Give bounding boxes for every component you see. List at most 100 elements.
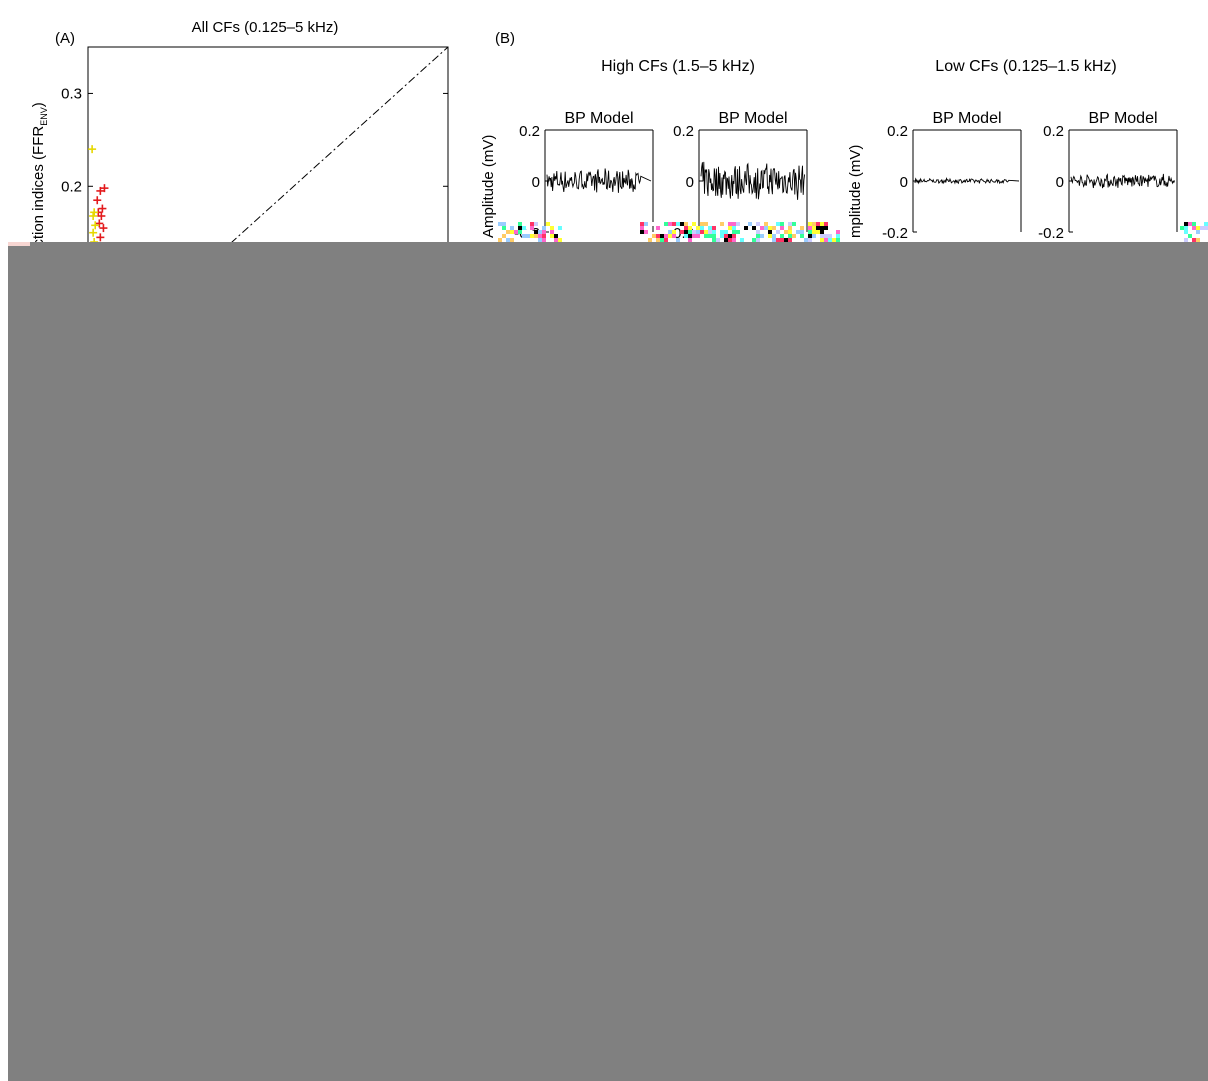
noise-pixel bbox=[538, 230, 542, 234]
noise-pixel bbox=[510, 226, 514, 230]
noise-pixel bbox=[756, 238, 760, 242]
noise-pixel bbox=[542, 226, 546, 230]
waveform-trace bbox=[546, 168, 652, 193]
noise-pixel bbox=[748, 222, 752, 226]
svg-text:iction indices (FFRENV): iction indices (FFRENV) bbox=[30, 102, 49, 250]
subplot-y-tick-label: -0.2 bbox=[882, 225, 908, 242]
noise-pixel bbox=[724, 238, 728, 242]
noise-pixel bbox=[776, 230, 780, 234]
noise-pixel bbox=[820, 234, 824, 238]
noise-pixel bbox=[800, 226, 804, 230]
noise-pixel bbox=[812, 226, 816, 230]
occlusion-tab bbox=[30, 242, 1208, 248]
noise-pixel bbox=[732, 230, 736, 234]
noise-pixel bbox=[788, 226, 792, 230]
noise-pixel bbox=[772, 238, 776, 242]
noise-pixel bbox=[1180, 222, 1184, 226]
noise-pixel bbox=[664, 222, 668, 226]
noise-pixel bbox=[510, 238, 514, 242]
noise-pixel bbox=[704, 230, 708, 234]
noise-pixel bbox=[720, 234, 724, 238]
noise-pixel bbox=[780, 230, 784, 234]
noise-pixel bbox=[768, 230, 772, 234]
noise-pixel bbox=[812, 222, 816, 226]
noise-pixel bbox=[522, 226, 526, 230]
noise-pixel bbox=[692, 222, 696, 226]
noise-pixel bbox=[732, 222, 736, 226]
noise-pixel bbox=[760, 230, 764, 234]
noise-pixel bbox=[502, 226, 506, 230]
noise-pixel bbox=[542, 238, 546, 242]
noise-pixel bbox=[1196, 230, 1200, 234]
noise-pixel bbox=[1204, 238, 1208, 242]
noise-pixel bbox=[506, 238, 510, 242]
noise-pixel bbox=[664, 234, 668, 238]
noise-pixel bbox=[828, 226, 832, 230]
noise-pixel bbox=[732, 234, 736, 238]
noise-pixel bbox=[708, 222, 712, 226]
noise-pixel bbox=[696, 226, 700, 230]
subplot-title: BP Model bbox=[932, 110, 1001, 127]
subplot-y-tick-label: 0 bbox=[686, 174, 694, 191]
noise-pixel bbox=[716, 226, 720, 230]
noise-pixel bbox=[800, 230, 804, 234]
subplot-y-tick-label: -0.2 bbox=[1038, 225, 1064, 242]
waveform-trace bbox=[914, 177, 1020, 185]
noise-pixel bbox=[728, 226, 732, 230]
data-point-plus bbox=[90, 208, 99, 217]
noise-pixel bbox=[704, 234, 708, 238]
noise-pixel bbox=[652, 222, 656, 226]
noise-pixel bbox=[498, 222, 502, 226]
noise-pixel bbox=[542, 230, 546, 234]
noise-pixel bbox=[776, 222, 780, 226]
noise-pixel bbox=[708, 226, 712, 230]
subplot-y-tick-label: 0 bbox=[1056, 174, 1064, 191]
data-point-plus bbox=[91, 221, 100, 230]
waveform-trace bbox=[700, 161, 806, 200]
data-point-plus bbox=[96, 186, 105, 195]
noise-pixel bbox=[550, 230, 554, 234]
noise-pixel bbox=[720, 230, 724, 234]
noise-pixel bbox=[708, 234, 712, 238]
noise-pixel bbox=[1180, 234, 1184, 238]
noise-pixel bbox=[808, 222, 812, 226]
noise-pixel bbox=[760, 234, 764, 238]
noise-pixel bbox=[760, 226, 764, 230]
noise-pixel bbox=[788, 234, 792, 238]
waveform-subplot: BP Model 0.2 0 -0.2 bbox=[1038, 110, 1178, 242]
noise-pixel bbox=[502, 222, 506, 226]
noise-pixel bbox=[696, 230, 700, 234]
noise-pixel bbox=[716, 238, 720, 242]
noise-pixel bbox=[526, 230, 530, 234]
noise-pixel bbox=[728, 222, 732, 226]
noise-pixel bbox=[644, 230, 648, 234]
noise-pixel bbox=[728, 234, 732, 238]
noise-pixel bbox=[800, 234, 804, 238]
noise-pixel bbox=[668, 234, 672, 238]
waveform-subplot: BP Model 0.2 0 -0.2 bbox=[882, 110, 1022, 242]
panel-a-ylabel-sub: ENV bbox=[39, 107, 49, 126]
noise-pixel bbox=[652, 234, 656, 238]
noise-pixel bbox=[684, 226, 688, 230]
noise-pixel bbox=[720, 222, 724, 226]
subplot-y-tick-label: 0.2 bbox=[887, 123, 908, 140]
subplot-y-tick-label: 0.2 bbox=[673, 123, 694, 140]
noise-pixel bbox=[1192, 222, 1196, 226]
data-point-plus bbox=[89, 228, 98, 237]
noise-pixel bbox=[684, 234, 688, 238]
data-point-plus bbox=[95, 219, 104, 228]
waveform-trace bbox=[1070, 173, 1176, 189]
noise-pixel bbox=[672, 222, 676, 226]
noise-pixel bbox=[756, 222, 760, 226]
noise-pixel bbox=[712, 234, 716, 238]
subplot-title: BP Model bbox=[564, 110, 633, 127]
noise-pixel bbox=[522, 234, 526, 238]
data-point-plus bbox=[99, 224, 108, 233]
noise-pixel bbox=[534, 222, 538, 226]
noise-pixel bbox=[720, 238, 724, 242]
noise-pixel bbox=[640, 230, 644, 234]
noise-pixel bbox=[684, 222, 688, 226]
noise-pixel bbox=[1196, 222, 1200, 226]
noise-pixel bbox=[648, 238, 652, 242]
noise-pixel bbox=[824, 226, 828, 230]
